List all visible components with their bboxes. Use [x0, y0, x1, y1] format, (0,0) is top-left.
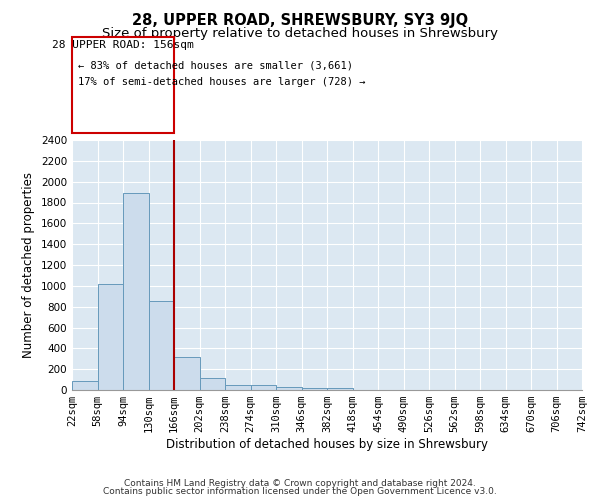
X-axis label: Distribution of detached houses by size in Shrewsbury: Distribution of detached houses by size …	[166, 438, 488, 451]
Bar	[199, 378, 225, 390]
Text: Size of property relative to detached houses in Shrewsbury: Size of property relative to detached ho…	[102, 28, 498, 40]
Text: 28 UPPER ROAD: 156sqm: 28 UPPER ROAD: 156sqm	[52, 40, 194, 50]
Bar	[276, 387, 302, 390]
Bar	[225, 385, 251, 390]
Text: ← 83% of detached houses are smaller (3,661): ← 83% of detached houses are smaller (3,…	[78, 60, 353, 70]
Bar	[327, 388, 353, 390]
Bar	[174, 357, 199, 390]
Bar	[149, 301, 174, 390]
Y-axis label: Number of detached properties: Number of detached properties	[22, 172, 35, 358]
Bar	[72, 380, 97, 390]
Text: 28, UPPER ROAD, SHREWSBURY, SY3 9JQ: 28, UPPER ROAD, SHREWSBURY, SY3 9JQ	[132, 12, 468, 28]
Text: 17% of semi-detached houses are larger (728) →: 17% of semi-detached houses are larger (…	[78, 78, 365, 88]
Text: Contains HM Land Registry data © Crown copyright and database right 2024.: Contains HM Land Registry data © Crown c…	[124, 478, 476, 488]
Bar	[97, 284, 123, 390]
Bar	[251, 386, 276, 390]
Text: Contains public sector information licensed under the Open Government Licence v3: Contains public sector information licen…	[103, 487, 497, 496]
Bar	[123, 193, 149, 390]
Bar	[302, 388, 327, 390]
